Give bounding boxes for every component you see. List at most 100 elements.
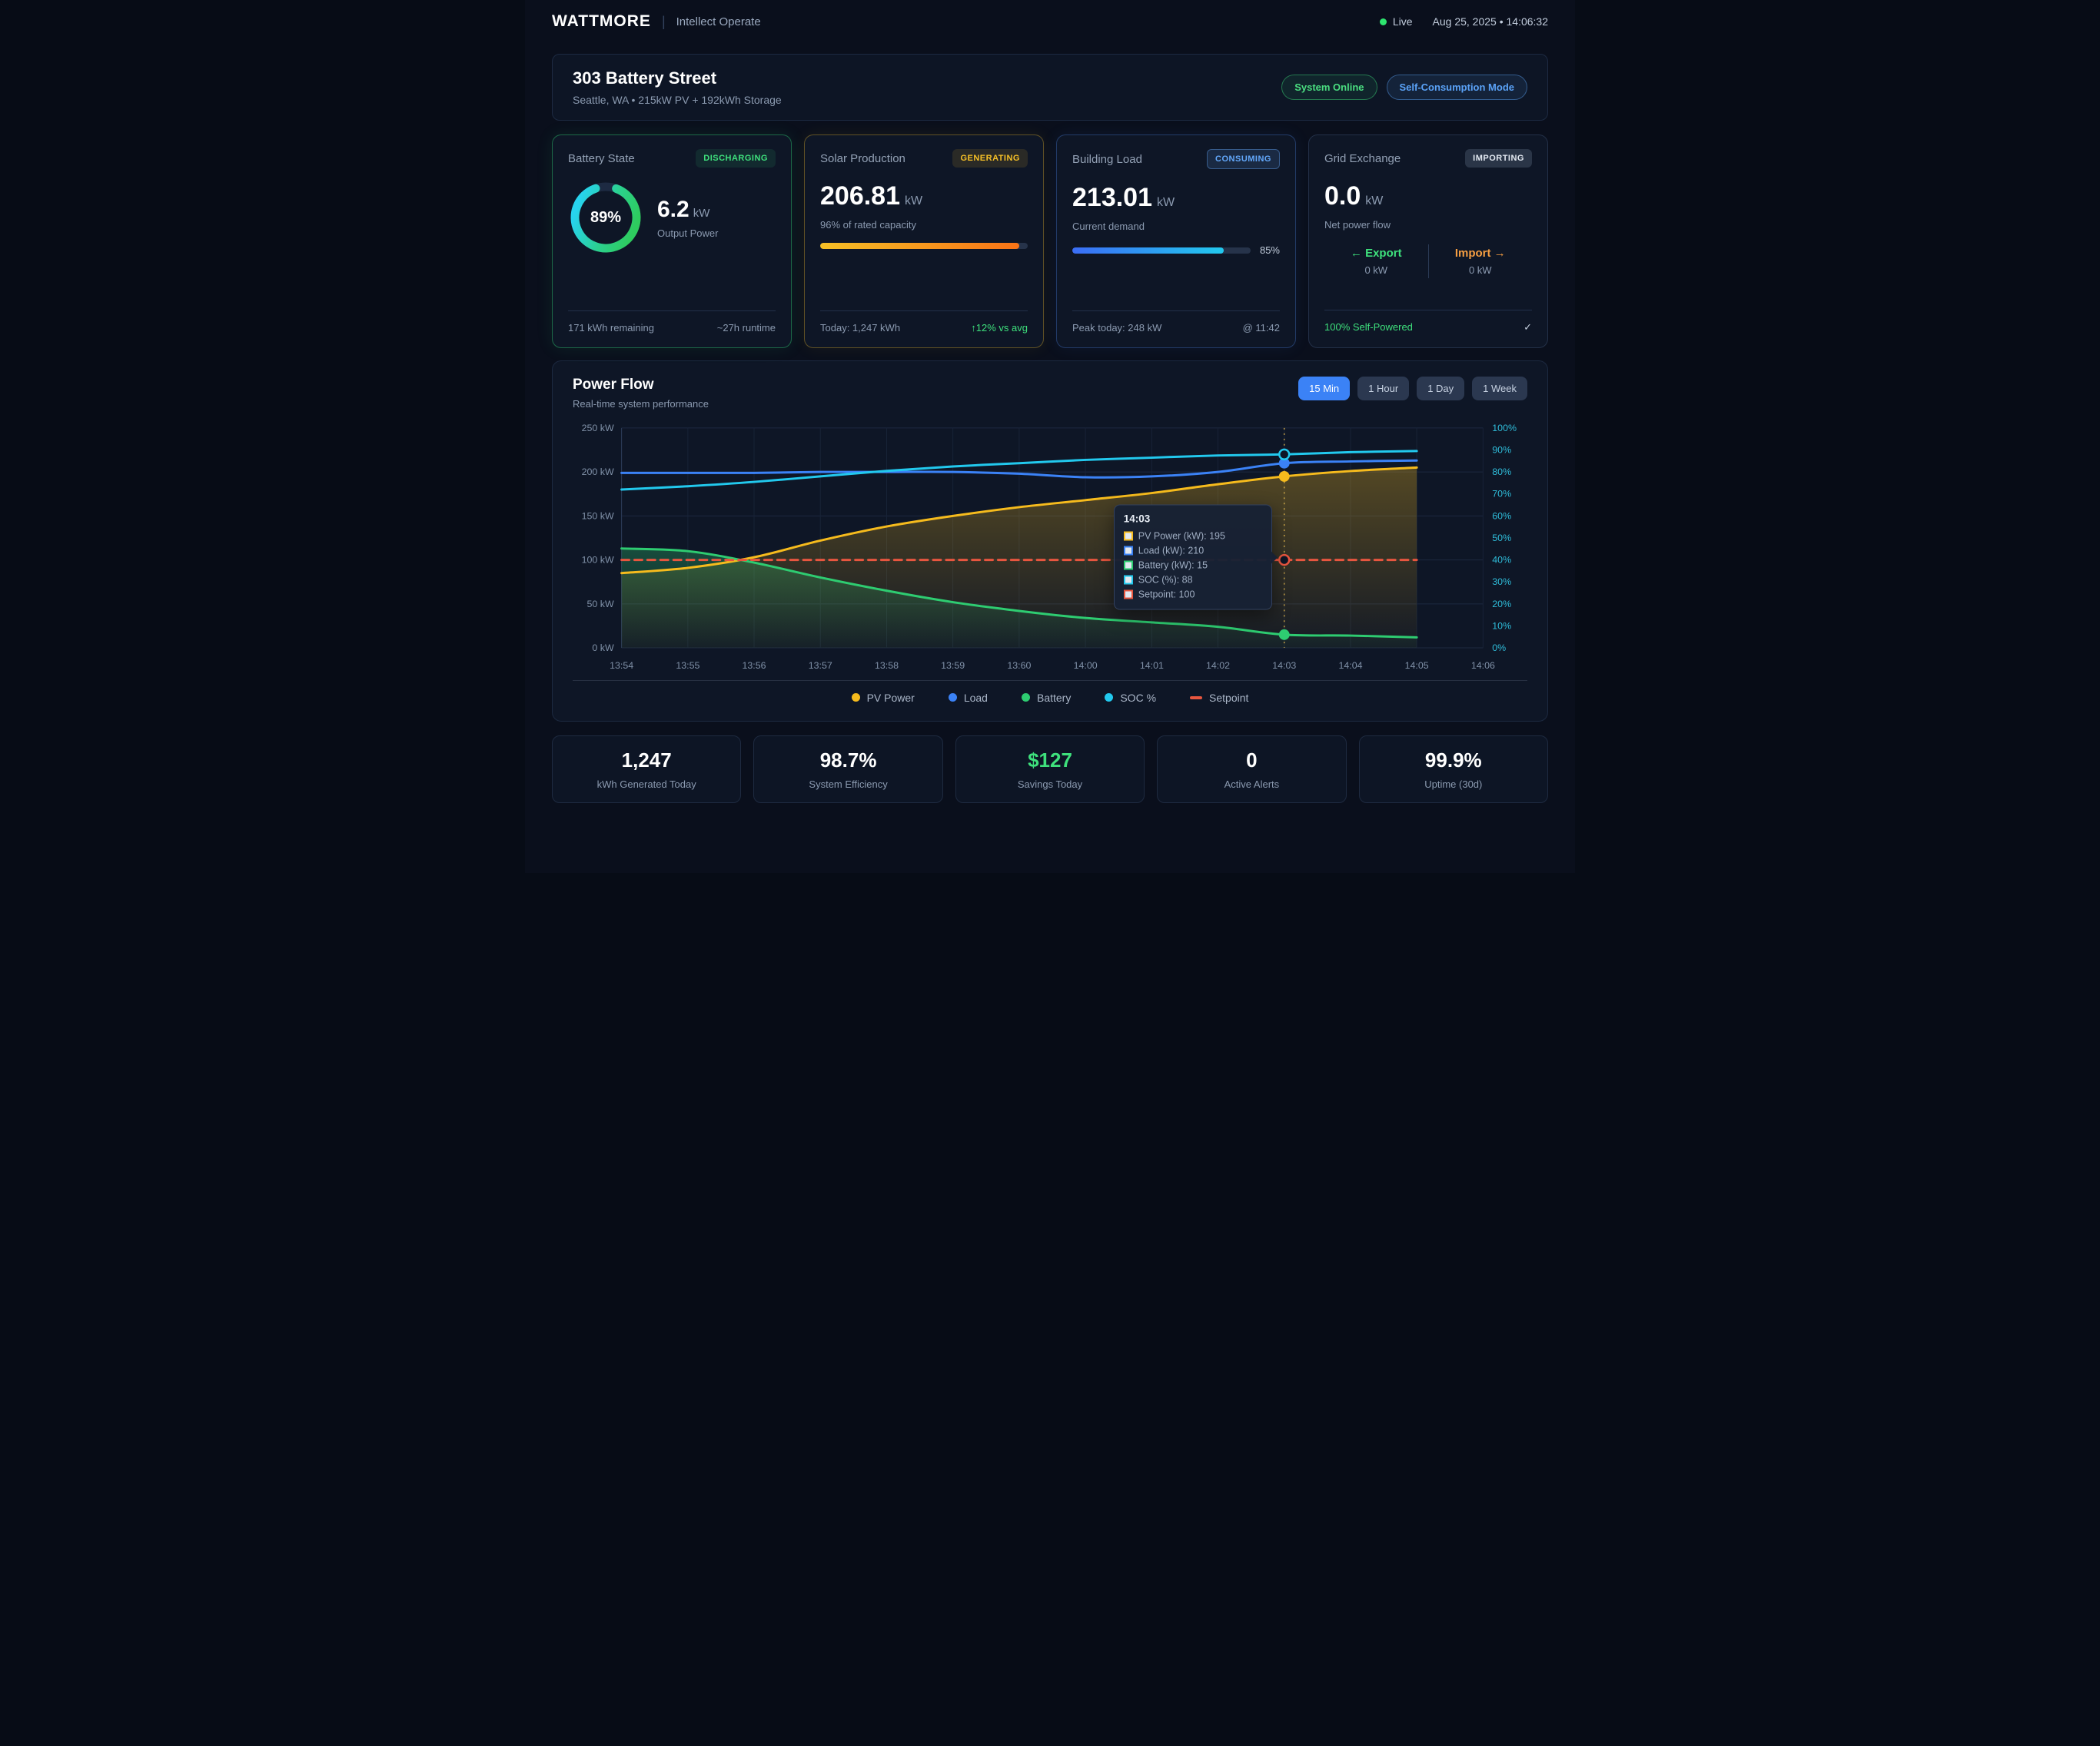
- legend-label: SOC %: [1120, 692, 1156, 704]
- svg-text:50%: 50%: [1492, 533, 1511, 543]
- time-range-1-hour-button[interactable]: 1 Hour: [1357, 377, 1409, 400]
- load-unit: kW: [1157, 196, 1175, 209]
- stat-label: System Efficiency: [762, 778, 934, 790]
- stat-card-active-alerts: 0Active Alerts: [1157, 735, 1346, 803]
- grid-subtitle: Net power flow: [1324, 219, 1532, 231]
- legend-dot-swatch-icon: [949, 693, 957, 702]
- svg-text:0%: 0%: [1492, 642, 1506, 653]
- svg-text:30%: 30%: [1492, 576, 1511, 587]
- svg-text:13:59: 13:59: [941, 660, 965, 671]
- live-status-icon: [1380, 18, 1387, 25]
- stat-label: kWh Generated Today: [560, 778, 733, 790]
- legend-item-setpoint[interactable]: Setpoint: [1190, 692, 1248, 704]
- load-percent-label: 85%: [1260, 244, 1280, 256]
- grid-card-title: Grid Exchange: [1324, 152, 1401, 165]
- svg-text:14:06: 14:06: [1471, 660, 1495, 671]
- legend-label: Load: [964, 692, 988, 704]
- grid-export-value: 0 kW: [1324, 264, 1428, 276]
- battery-remaining: 171 kWh remaining: [568, 322, 654, 334]
- time-range-1-week-button[interactable]: 1 Week: [1472, 377, 1527, 400]
- legend-item-load[interactable]: Load: [949, 692, 988, 704]
- svg-text:150 kW: 150 kW: [582, 510, 614, 521]
- load-progress-fill: [1072, 247, 1224, 254]
- legend-dot-swatch-icon: [852, 693, 860, 702]
- legend-line-swatch-icon: [1190, 696, 1202, 699]
- power-flow-chart[interactable]: 0 kW50 kW100 kW150 kW200 kW250 kW13:5413…: [573, 417, 1527, 677]
- grid-import-label: Import →: [1429, 247, 1533, 260]
- svg-text:100 kW: 100 kW: [582, 555, 614, 566]
- self-consumption-mode-badge[interactable]: Self-Consumption Mode: [1387, 75, 1528, 100]
- solar-status-badge: GENERATING: [952, 149, 1028, 168]
- svg-text:80%: 80%: [1492, 466, 1511, 477]
- svg-text:13:56: 13:56: [742, 660, 766, 671]
- svg-text:250 kW: 250 kW: [582, 423, 614, 433]
- legend-item-battery[interactable]: Battery: [1022, 692, 1071, 704]
- divider: [820, 310, 1028, 311]
- battery-soc-percent: 89%: [568, 180, 643, 255]
- tooltip-row: SOC (%): 88: [1124, 575, 1261, 586]
- svg-text:200 kW: 200 kW: [582, 466, 614, 477]
- solar-subtitle: 96% of rated capacity: [820, 219, 1028, 231]
- legend-item-pv-power[interactable]: PV Power: [852, 692, 915, 704]
- solar-progress-fill: [820, 243, 1019, 249]
- check-icon: ✓: [1523, 321, 1532, 334]
- power-flow-panel: Power Flow Real-time system performance …: [552, 360, 1548, 722]
- load-card-title: Building Load: [1072, 153, 1142, 166]
- divider: [1072, 310, 1280, 311]
- svg-text:50 kW: 50 kW: [587, 599, 614, 609]
- power-flow-chart-canvas[interactable]: 0 kW50 kW100 kW150 kW200 kW250 kW13:5413…: [573, 417, 1527, 677]
- svg-text:13:60: 13:60: [1007, 660, 1031, 671]
- legend-label: Battery: [1037, 692, 1071, 704]
- tooltip-time: 14:03: [1124, 513, 1261, 525]
- solar-unit: kW: [905, 194, 922, 207]
- load-value: 213.01: [1072, 183, 1152, 212]
- load-status-badge: CONSUMING: [1207, 149, 1280, 169]
- svg-text:14:03: 14:03: [1272, 660, 1296, 671]
- tooltip-row-label: Battery (kW): 15: [1138, 560, 1208, 571]
- svg-text:13:57: 13:57: [809, 660, 832, 671]
- grid-value: 0.0: [1324, 181, 1361, 211]
- svg-text:90%: 90%: [1492, 444, 1511, 455]
- svg-text:40%: 40%: [1492, 555, 1511, 566]
- stat-card-savings-today: $127Savings Today: [955, 735, 1145, 803]
- time-range-15-min-button[interactable]: 15 Min: [1298, 377, 1350, 400]
- time-range-1-day-button[interactable]: 1 Day: [1417, 377, 1464, 400]
- svg-text:100%: 100%: [1492, 423, 1517, 433]
- load-peak-today: Peak today: 248 kW: [1072, 322, 1161, 334]
- stat-card-kwh-generated-today: 1,247 kWh Generated Today: [552, 735, 741, 803]
- svg-text:14:01: 14:01: [1140, 660, 1164, 671]
- tooltip-row: Battery (kW): 15: [1124, 560, 1261, 571]
- stat-card-uptime-30d-: 99.9%Uptime (30d): [1359, 735, 1548, 803]
- tooltip-row-label: PV Power (kW): 195: [1138, 531, 1225, 542]
- stat-value: 98.7%: [762, 749, 934, 772]
- svg-text:60%: 60%: [1492, 510, 1511, 521]
- grid-status-badge: IMPORTING: [1465, 149, 1532, 168]
- tooltip-swatch-icon: [1124, 590, 1133, 599]
- stat-value: 1,247: [560, 749, 733, 772]
- tooltip-swatch-icon: [1124, 546, 1133, 556]
- load-progress-track: [1072, 247, 1251, 254]
- legend-item-soc-[interactable]: SOC %: [1105, 692, 1156, 704]
- divider: [568, 310, 776, 311]
- svg-text:14:02: 14:02: [1206, 660, 1230, 671]
- divider: [573, 680, 1527, 681]
- building-load-card: Building Load CONSUMING 213.01 kW Current…: [1056, 134, 1296, 348]
- battery-power-label: Output Power: [657, 227, 719, 239]
- tooltip-row: PV Power (kW): 195: [1124, 531, 1261, 542]
- system-online-badge: System Online: [1281, 75, 1377, 100]
- grid-import-value: 0 kW: [1429, 264, 1533, 276]
- solar-today-total: Today: 1,247 kWh: [820, 322, 900, 334]
- tooltip-swatch-icon: [1124, 561, 1133, 570]
- legend-label: Setpoint: [1209, 692, 1248, 704]
- time-range-group: 15 Min 1 Hour 1 Day 1 Week: [1298, 377, 1527, 400]
- svg-text:10%: 10%: [1492, 620, 1511, 631]
- site-name: 303 Battery Street: [573, 68, 782, 88]
- load-subtitle: Current demand: [1072, 221, 1280, 232]
- grid-unit: kW: [1365, 194, 1383, 207]
- svg-text:14:04: 14:04: [1338, 660, 1362, 671]
- solar-progress-track: [820, 243, 1028, 249]
- battery-state-card: Battery State DISCHARGING: [552, 134, 792, 348]
- stat-label: Savings Today: [964, 778, 1136, 790]
- tooltip-row-label: Load (kW): 210: [1138, 546, 1204, 556]
- battery-power-unit: kW: [693, 207, 710, 220]
